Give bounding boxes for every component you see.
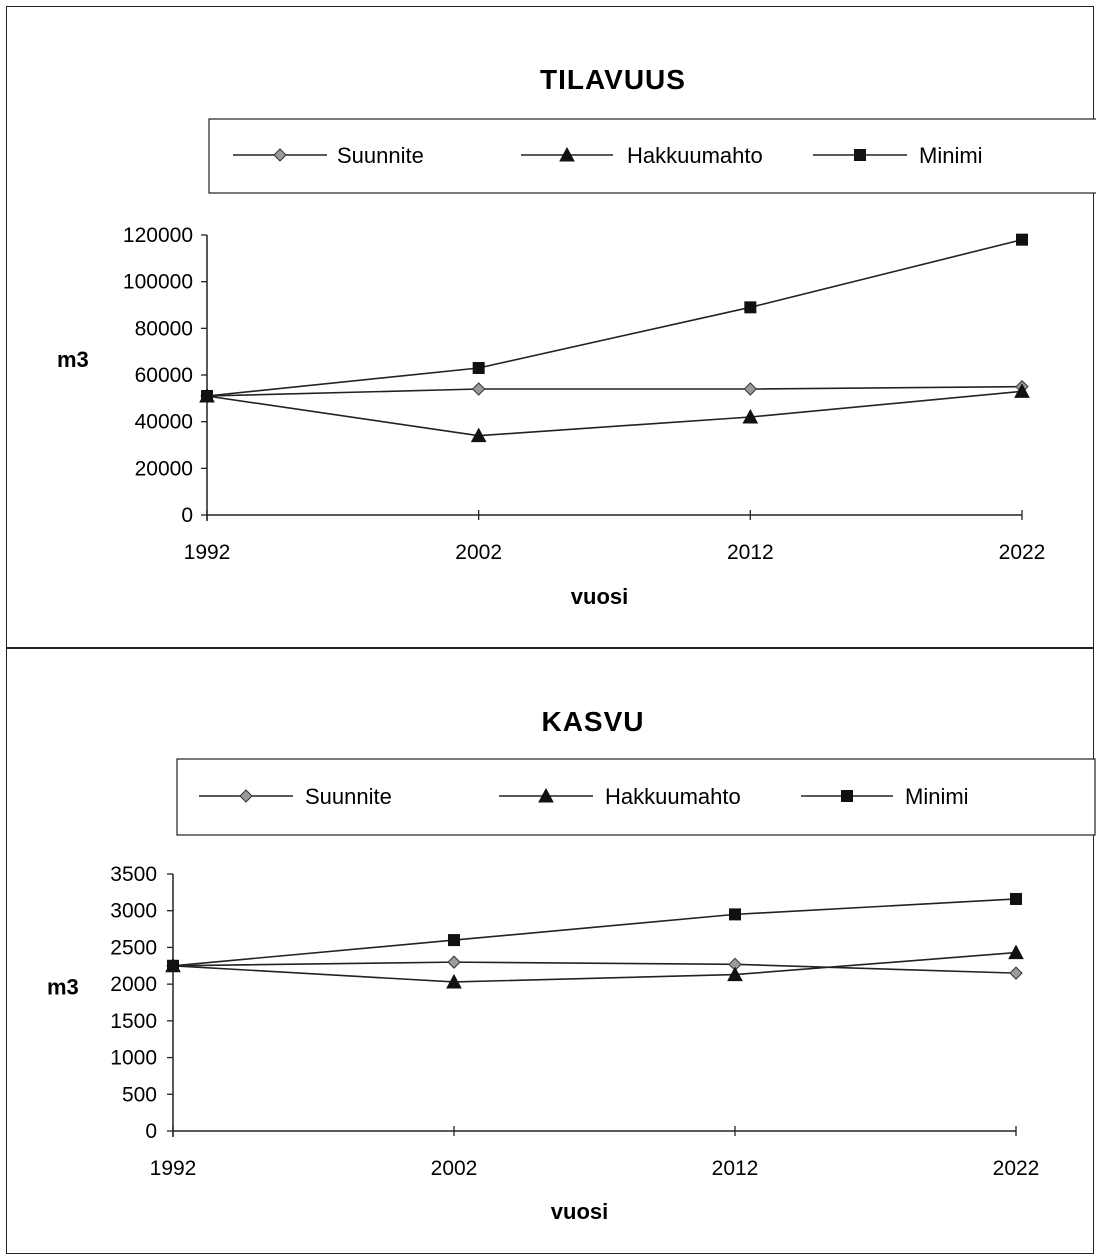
data-point-minimi: [448, 934, 460, 947]
chart-panel-tilavuus: TILAVUUS Suunnite Hakkuumahto Minimi 0 20000 4…: [6, 6, 1096, 648]
legend-label-minimi: Minimi: [919, 143, 983, 168]
legend-marker-suunnite: [273, 148, 287, 162]
series-line-suunnite: [172, 961, 1017, 974]
y-tick-label: 2500: [110, 936, 157, 959]
x-tick-label: 2012: [712, 1157, 759, 1180]
x-tick-label: 2002: [431, 1157, 478, 1180]
x-tick-label: 2022: [993, 1157, 1040, 1180]
series-line-hakkuumahto: [206, 390, 1023, 437]
y-tick-label: 0: [145, 1120, 157, 1143]
series-line-minimi: [172, 898, 1017, 967]
y-tick-label: 2000: [110, 973, 157, 996]
x-tick-label: 2002: [455, 541, 502, 564]
data-point-hakkuumahto: [742, 408, 759, 424]
series-line-hakkuumahto: [172, 951, 1017, 983]
x-tick-label: 2012: [727, 541, 774, 564]
data-point-minimi: [167, 959, 179, 972]
data-point-minimi: [744, 301, 757, 314]
legend-marker-minimi: [841, 790, 853, 802]
data-point-hakkuumahto: [470, 427, 487, 443]
y-tick-label: 120000: [123, 224, 193, 247]
data-point-suunnite: [1009, 966, 1023, 980]
x-tick-label: 1992: [150, 1157, 197, 1180]
legend-marker-suunnite: [239, 789, 253, 803]
data-point-minimi: [729, 908, 741, 921]
data-point-minimi: [201, 390, 213, 402]
legend-marker-hakkuumahto: [559, 146, 575, 162]
y-axis-title: m3: [47, 975, 79, 1000]
data-point-suunnite: [743, 382, 758, 396]
chart-title: KASVU: [541, 706, 644, 737]
data-point-hakkuumahto: [1008, 944, 1024, 960]
legend-box: [176, 758, 1096, 836]
legend-box: [208, 118, 1096, 194]
y-tick-label: 3000: [110, 900, 157, 923]
y-tick-label: 0: [181, 504, 193, 527]
y-tick-label: 3500: [110, 863, 157, 886]
legend-marker-hakkuumahto: [538, 787, 554, 803]
data-point-hakkuumahto: [1014, 383, 1030, 398]
data-point-minimi: [1016, 233, 1028, 246]
legend-marker-minimi: [854, 149, 866, 161]
legend-label-hakkuumahto: Hakkuumahto: [605, 784, 741, 809]
y-tick-label: 100000: [123, 271, 193, 294]
legend-label-suunnite: Suunnite: [337, 143, 424, 168]
chart-title: TILAVUUS: [540, 64, 686, 95]
tilavuus-chart: TILAVUUS Suunnite Hakkuumahto Minimi 0 20000 4…: [57, 64, 1096, 609]
y-tick-label: 60000: [135, 364, 193, 387]
legend-label-hakkuumahto: Hakkuumahto: [627, 143, 763, 168]
data-point-hakkuumahto: [727, 966, 743, 982]
y-tick-label: 500: [122, 1083, 157, 1106]
series-line-suunnite: [206, 385, 1023, 397]
y-axis-title: m3: [57, 347, 89, 372]
x-axis-title: vuosi: [551, 1199, 608, 1224]
data-point-minimi: [1010, 892, 1022, 905]
data-point-hakkuumahto: [446, 973, 462, 989]
y-tick-label: 20000: [135, 457, 193, 480]
y-tick-label: 40000: [135, 411, 193, 434]
x-tick-label: 1992: [184, 541, 231, 564]
data-point-minimi: [472, 362, 485, 374]
y-tick-label: 1000: [110, 1047, 157, 1070]
chart-panel-kasvu: KASVU Suunnite Hakkuumahto Minimi 0 500 1000 15…: [6, 648, 1096, 1254]
data-point-suunnite: [471, 382, 486, 396]
kasvu-chart: KASVU Suunnite Hakkuumahto Minimi 0 500 1000 15…: [47, 706, 1096, 1224]
legend-label-minimi: Minimi: [905, 784, 969, 809]
y-tick-label: 1500: [110, 1010, 157, 1033]
x-axis-title: vuosi: [571, 584, 628, 609]
series-line-minimi: [206, 238, 1023, 397]
x-tick-label: 2022: [999, 541, 1046, 564]
y-tick-label: 80000: [135, 317, 193, 340]
data-point-suunnite: [447, 955, 461, 969]
legend-label-suunnite: Suunnite: [305, 784, 392, 809]
